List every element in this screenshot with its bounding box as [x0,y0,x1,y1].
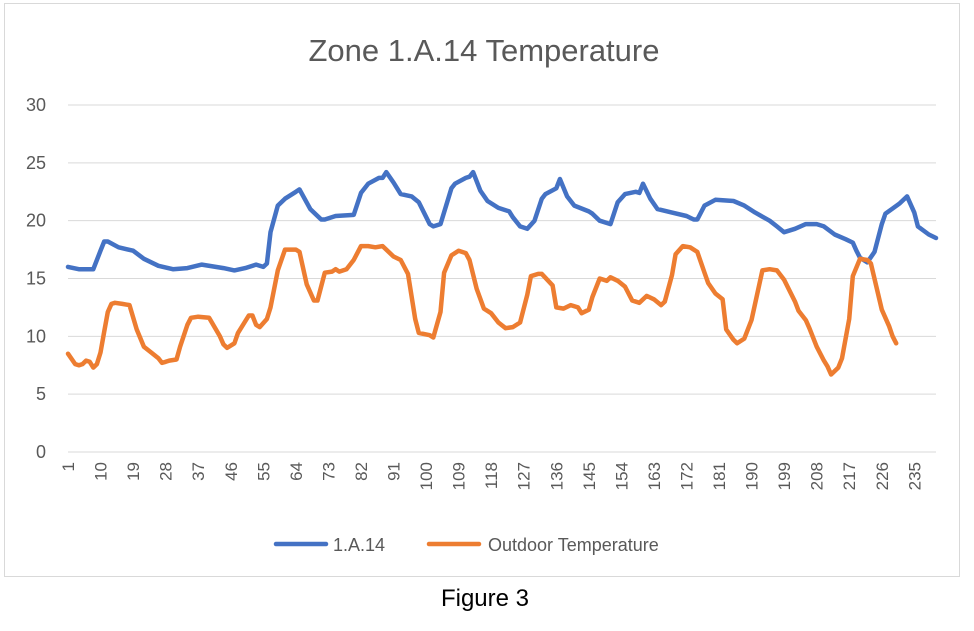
grid-lines [68,104,936,453]
x-tick-label: 190 [743,462,762,490]
y-tick-label: 25 [26,153,46,173]
x-tick-label: 1 [59,462,78,471]
y-tick-label: 30 [26,95,46,115]
chart-svg: Zone 1.A.14 Temperature 0 5 10 15 20 25 30 1 10… [26,33,939,555]
x-tick-label: 19 [124,462,143,481]
x-tick-label: 82 [352,462,371,481]
x-tick-label: 235 [905,462,924,490]
x-tick-label: 172 [677,462,696,490]
x-tick-label: 199 [775,462,794,490]
x-tick-label: 208 [808,462,827,490]
series-line-2 [65,243,899,377]
chart-title: Zone 1.A.14 Temperature [309,33,660,68]
x-tick-label: 28 [157,462,176,481]
legend: 1.A.14 Outdoor Temperature [273,535,659,555]
y-tick-label: 5 [36,384,46,404]
x-tick-label: 163 [645,462,664,490]
x-axis-ticks: 1 10 19 28 37 46 55 64 73 82 91 100 109 118 127 136 145 1… [59,462,924,490]
x-tick-label: 37 [189,462,208,481]
legend-label-1: 1.A.14 [333,535,385,555]
x-tick-label: 181 [710,462,729,490]
x-tick-label: 109 [450,462,469,490]
legend-label-2: Outdoor Temperature [488,535,659,555]
chart-area [4,3,960,577]
y-tick-label: 15 [26,269,46,289]
x-tick-label: 226 [873,462,892,490]
x-tick-label: 127 [515,462,534,490]
x-tick-label: 91 [385,462,404,481]
x-tick-label: 154 [612,462,631,490]
x-tick-label: 10 [92,462,111,481]
y-tick-label: 10 [26,326,46,346]
x-tick-label: 46 [222,462,241,481]
x-tick-label: 100 [417,462,436,490]
x-tick-label: 136 [547,462,566,490]
x-tick-label: 118 [482,462,501,489]
series-lines [65,169,939,377]
series-line-1 [65,169,939,273]
y-tick-label: 20 [26,211,46,231]
figure-caption: Figure 3 [440,585,530,612]
x-tick-label: 73 [319,462,338,481]
x-tick-label: 145 [580,462,599,490]
x-tick-label: 64 [287,462,306,481]
y-axis-ticks: 0 5 10 15 20 25 30 [26,95,46,462]
y-tick-label: 0 [36,442,46,462]
x-tick-label: 55 [254,462,273,481]
x-tick-label: 217 [840,462,859,490]
